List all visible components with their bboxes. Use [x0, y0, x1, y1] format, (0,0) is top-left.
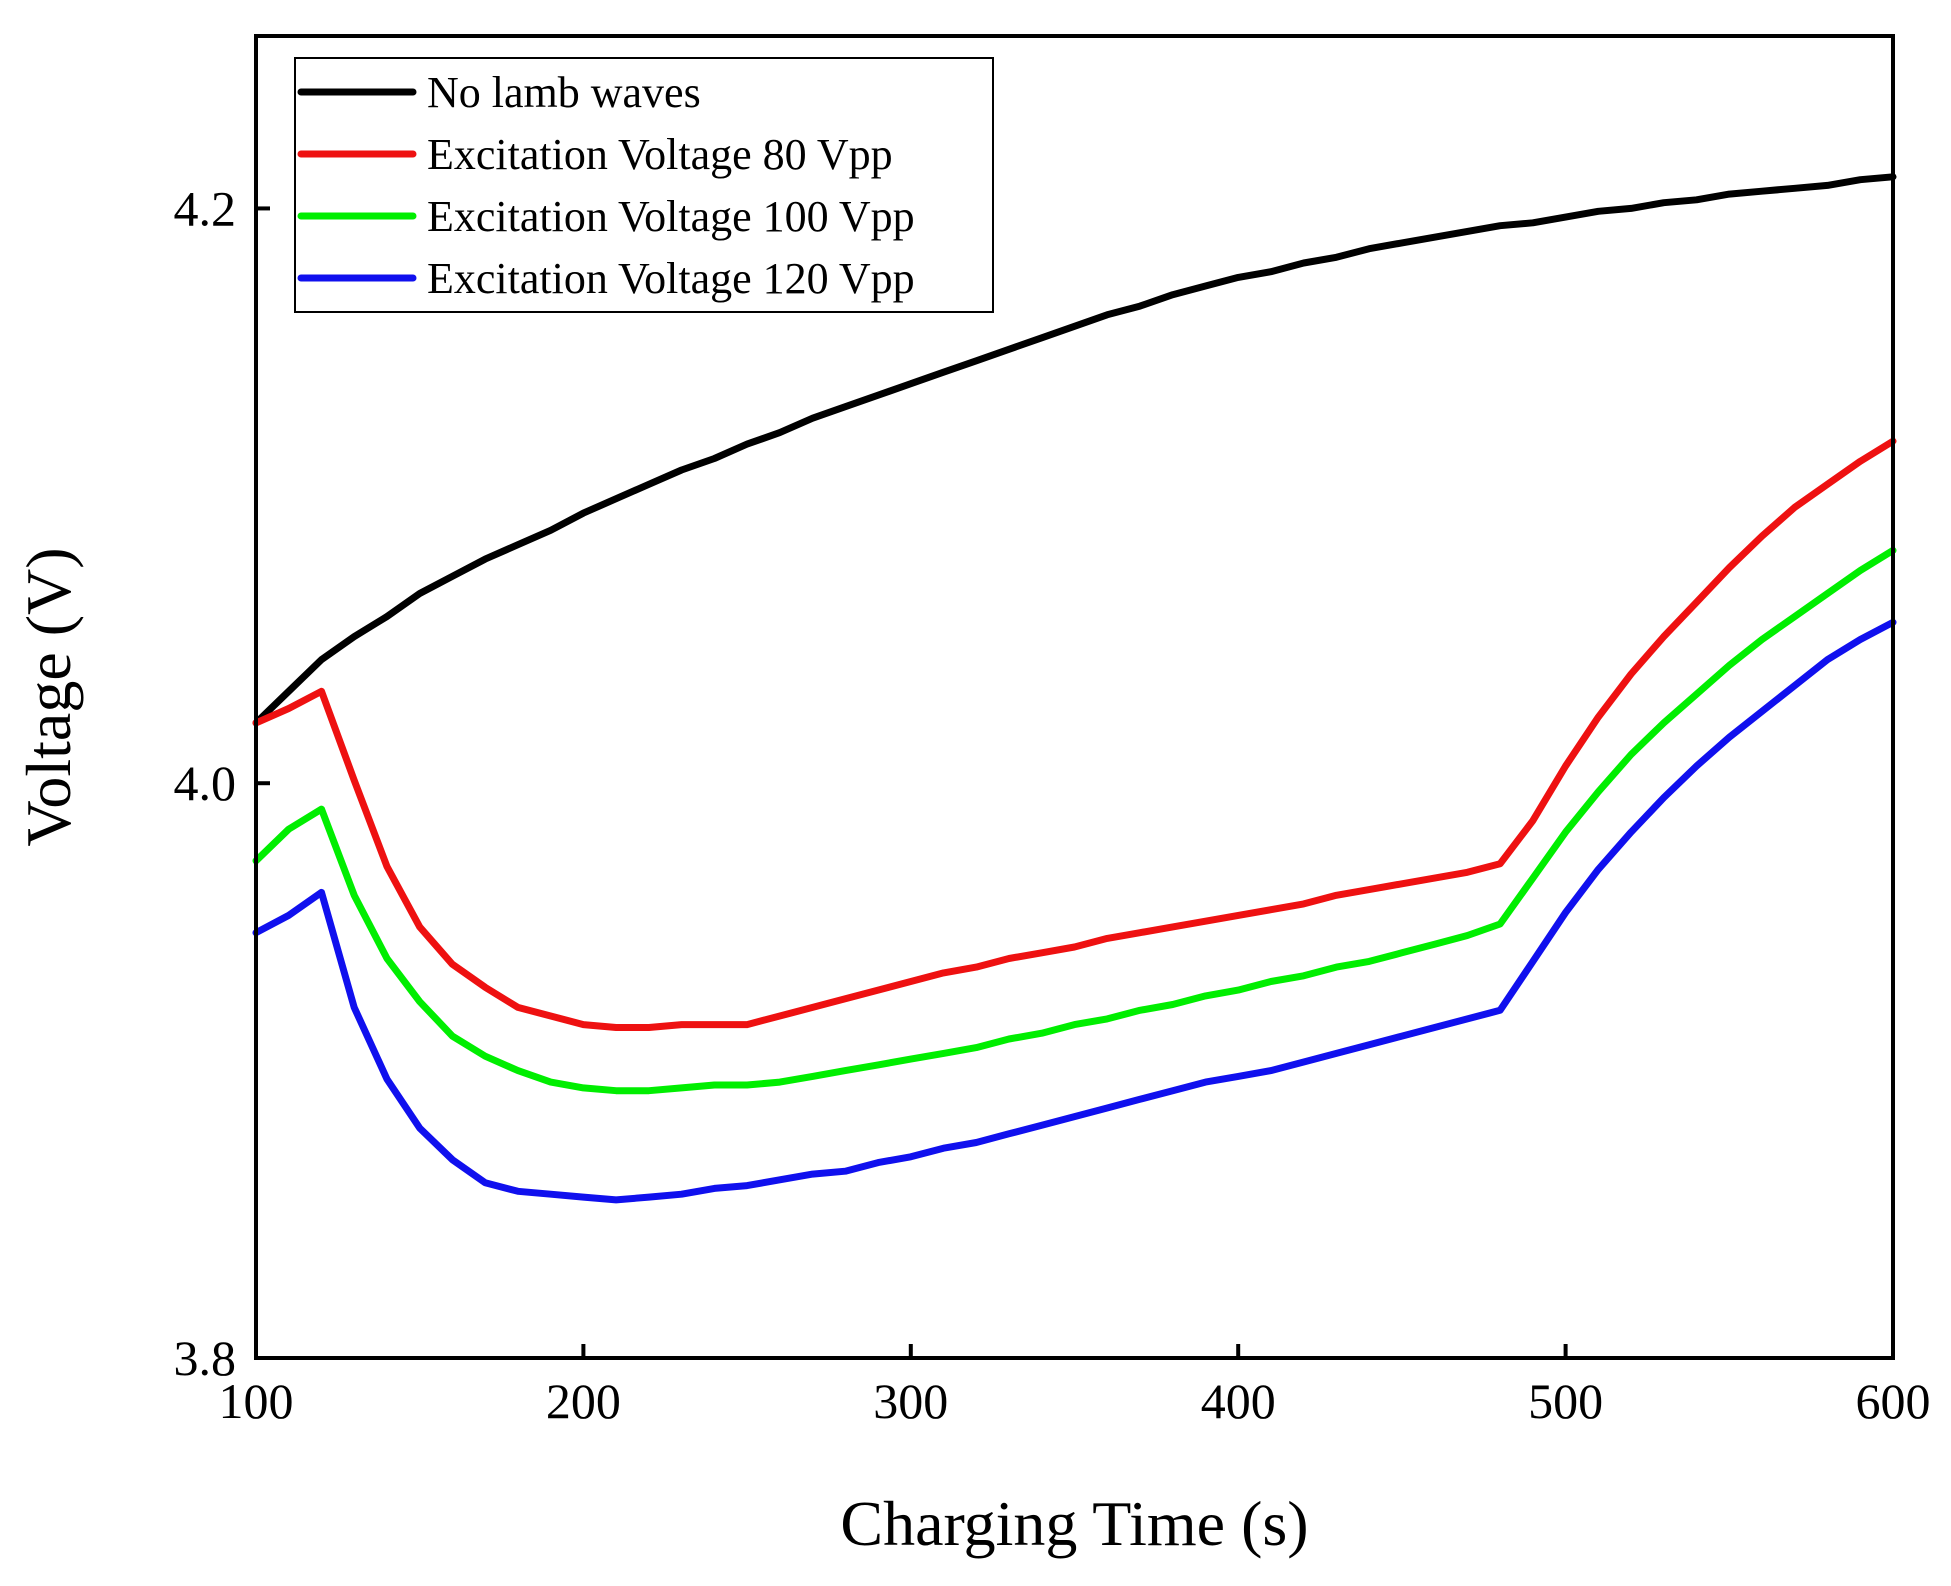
legend-box — [294, 57, 994, 313]
y-axis-label: Voltage (V) — [13, 547, 84, 846]
y-tick-label: 4.2 — [174, 180, 237, 236]
x-axis-label: Charging Time (s) — [840, 1488, 1308, 1559]
series-layer — [252, 173, 1897, 1204]
x-tick-label: 300 — [873, 1373, 948, 1429]
ticks-layer: 100 200 300 400 500 600 3.8 4.0 4.2 — [174, 180, 1931, 1429]
x-tick-label: 600 — [1856, 1373, 1931, 1429]
x-tick-label: 400 — [1201, 1373, 1276, 1429]
legend-entries: No lamb waves Excitation Voltage 80 Vpp Ex… — [297, 68, 915, 303]
series-line-2 — [252, 437, 1897, 1031]
legend-label: Excitation Voltage 120 Vpp — [427, 254, 915, 303]
x-tick-label: 200 — [546, 1373, 621, 1429]
series-line-1 — [252, 173, 1897, 727]
y-tick-label: 3.8 — [174, 1330, 237, 1386]
series-line-4 — [252, 618, 1897, 1204]
legend: No lamb waves Excitation Voltage 80 Vpp Ex… — [294, 57, 994, 313]
legend-label: Excitation Voltage 80 Vpp — [427, 130, 893, 179]
legend-label: No lamb waves — [427, 68, 701, 117]
x-tick-label: 500 — [1528, 1373, 1603, 1429]
plot-frame — [254, 34, 1895, 1360]
series-line-3 — [252, 546, 1897, 1095]
x-tick-label: 100 — [219, 1373, 294, 1429]
y-tick-label: 4.0 — [174, 755, 237, 811]
legend-label: Excitation Voltage 100 Vpp — [427, 192, 915, 241]
